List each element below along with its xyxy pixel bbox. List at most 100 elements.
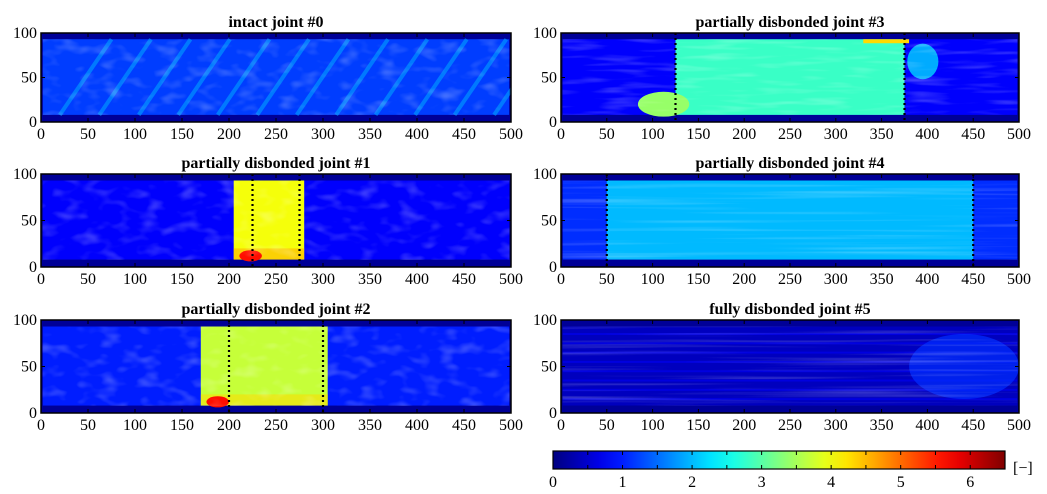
y-tick-label: 100 [13, 312, 37, 329]
x-tick-label: 500 [499, 271, 523, 288]
x-tick-label: 150 [170, 271, 194, 288]
x-tick-label: 450 [452, 417, 476, 434]
x-tick-label: 450 [452, 271, 476, 288]
x-tick-label: 500 [1007, 417, 1031, 434]
x-tick-label: 250 [778, 126, 802, 143]
x-tick-label: 250 [778, 417, 802, 434]
x-tick-label: 50 [80, 271, 96, 288]
x-tick-label: 500 [1007, 271, 1031, 288]
heatmap-panel-2: 0 50 100 150 200 250 300 350 400 450 500 0 50 100 part… [13, 155, 523, 288]
y-tick-label: 50 [541, 359, 557, 376]
colorbar-tick-label: 6 [966, 474, 974, 491]
y-tick-label: 50 [541, 70, 557, 87]
colorbar-unit: [−] [1013, 460, 1033, 477]
panel-title: partially disbonded joint #2 [182, 301, 371, 318]
x-tick-label: 0 [37, 417, 45, 434]
x-tick-label: 100 [641, 126, 665, 143]
x-tick-label: 250 [264, 417, 288, 434]
x-tick-label: 300 [311, 126, 335, 143]
x-tick-label: 400 [405, 271, 429, 288]
y-tick-label: 0 [549, 405, 557, 422]
x-tick-label: 450 [961, 271, 985, 288]
texture-overlay [42, 39, 510, 115]
x-tick-label: 400 [915, 271, 939, 288]
x-tick-label: 350 [358, 417, 382, 434]
colorbar-gradient [552, 450, 1006, 470]
x-tick-label: 500 [1007, 126, 1031, 143]
x-tick-label: 400 [405, 126, 429, 143]
x-tick-label: 100 [641, 271, 665, 288]
x-tick-label: 150 [170, 126, 194, 143]
x-tick-label: 200 [732, 417, 756, 434]
texture-overlay [562, 39, 1018, 115]
panel-title: fully disbonded joint #5 [709, 301, 870, 318]
x-tick-label: 50 [599, 271, 615, 288]
y-tick-label: 100 [533, 166, 557, 183]
x-tick-label: 100 [123, 271, 147, 288]
x-tick-label: 100 [641, 417, 665, 434]
y-tick-label: 50 [21, 213, 37, 230]
panel-title: intact joint #0 [228, 14, 323, 31]
y-tick-label: 0 [29, 259, 37, 276]
x-tick-label: 150 [686, 417, 710, 434]
colorbar-tick-label: 4 [827, 474, 835, 491]
x-tick-label: 400 [915, 417, 939, 434]
texture-overlay [562, 326, 1018, 406]
colorbar-tick-label: 1 [619, 474, 627, 491]
x-tick-label: 0 [37, 126, 45, 143]
x-tick-label: 350 [870, 126, 894, 143]
x-tick-label: 250 [778, 271, 802, 288]
colorbar-tick-label: 5 [897, 474, 905, 491]
x-tick-label: 50 [599, 126, 615, 143]
panel-title: partially disbonded joint #1 [182, 155, 371, 172]
panel-title: partially disbonded joint #3 [696, 14, 885, 31]
x-tick-label: 300 [824, 126, 848, 143]
x-tick-label: 300 [824, 417, 848, 434]
panel-title: partially disbonded joint #4 [696, 155, 885, 172]
x-tick-label: 150 [170, 417, 194, 434]
x-tick-label: 350 [358, 126, 382, 143]
y-tick-label: 0 [29, 114, 37, 131]
y-tick-label: 100 [13, 166, 37, 183]
texture-overlay [42, 180, 510, 260]
colorbar-tick-label: 3 [758, 474, 766, 491]
colorbar-tick-label: 0 [549, 474, 557, 491]
x-tick-label: 100 [123, 417, 147, 434]
x-tick-label: 150 [686, 126, 710, 143]
x-tick-label: 350 [358, 271, 382, 288]
x-tick-label: 350 [870, 417, 894, 434]
x-tick-label: 300 [311, 271, 335, 288]
y-tick-label: 50 [541, 213, 557, 230]
y-tick-label: 50 [21, 359, 37, 376]
y-tick-label: 100 [13, 25, 37, 42]
y-tick-label: 0 [29, 405, 37, 422]
x-tick-label: 250 [264, 126, 288, 143]
x-tick-label: 0 [37, 271, 45, 288]
x-tick-label: 50 [599, 417, 615, 434]
x-tick-label: 100 [123, 126, 147, 143]
colorbar: 0 1 2 3 4 5 6 [−] [549, 450, 1033, 491]
colorbar-tick-label: 2 [688, 474, 696, 491]
y-tick-label: 0 [549, 114, 557, 131]
x-tick-label: 500 [499, 126, 523, 143]
x-tick-label: 0 [557, 417, 565, 434]
x-tick-label: 50 [80, 126, 96, 143]
x-tick-label: 250 [264, 271, 288, 288]
x-tick-label: 50 [80, 417, 96, 434]
x-tick-label: 400 [405, 417, 429, 434]
texture-overlay [562, 180, 1018, 260]
x-tick-label: 450 [961, 417, 985, 434]
y-tick-label: 0 [549, 259, 557, 276]
heatmap-panel-5: 0 50 100 150 200 250 300 350 400 450 500 0 50 100 full… [533, 301, 1031, 434]
x-tick-label: 400 [915, 126, 939, 143]
x-tick-label: 200 [217, 417, 241, 434]
x-tick-label: 500 [499, 417, 523, 434]
x-tick-label: 300 [824, 271, 848, 288]
x-tick-label: 350 [870, 271, 894, 288]
x-tick-label: 300 [311, 417, 335, 434]
x-tick-label: 450 [452, 126, 476, 143]
y-tick-label: 100 [533, 25, 557, 42]
x-tick-label: 200 [217, 271, 241, 288]
heatmap-panel-1: 0 50 100 150 200 250 300 350 400 450 500 0 50 100 part… [533, 14, 1031, 143]
heatmap-panel-4: 0 50 100 150 200 250 300 350 400 450 500 0 50 100 part… [13, 301, 523, 434]
